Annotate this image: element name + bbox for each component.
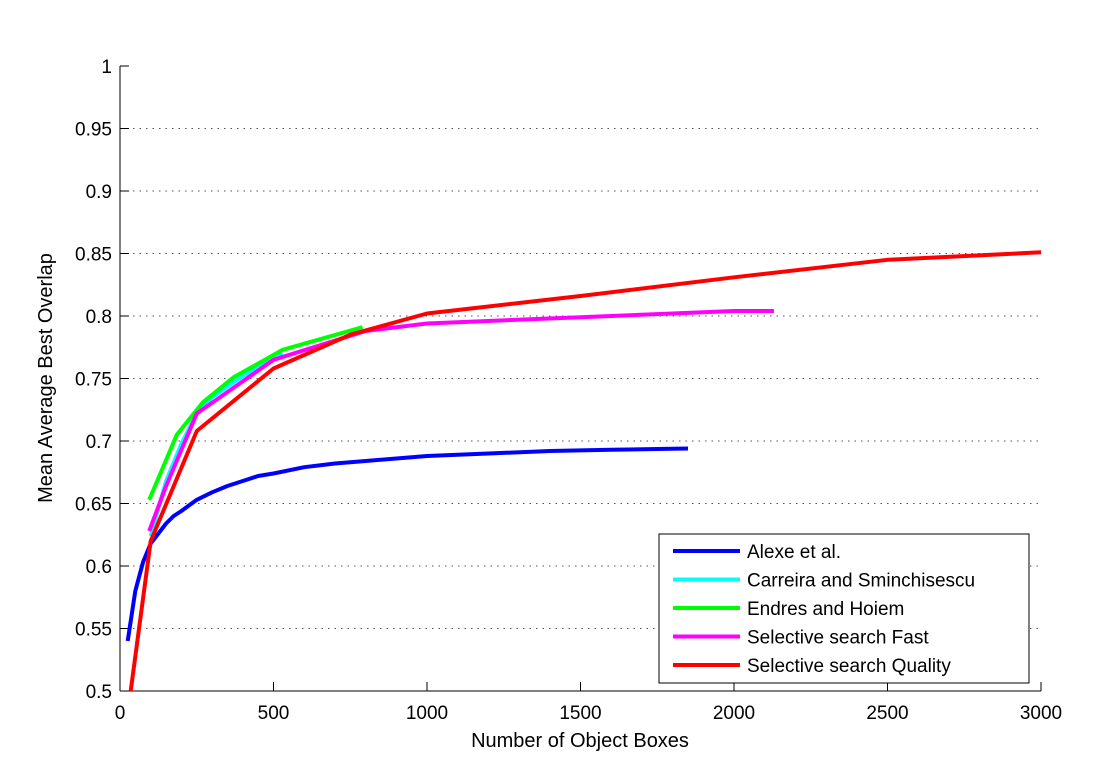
x-tick-label: 2000 xyxy=(713,703,755,724)
y-tick-label: 0.65 xyxy=(75,495,112,516)
y-tick-label: 0.55 xyxy=(75,620,112,641)
x-tick-label: 3000 xyxy=(1020,703,1062,724)
y-tick-label: 0.7 xyxy=(86,432,112,453)
series-line-5 xyxy=(128,250,1042,692)
y-tick-label: 1 xyxy=(101,57,112,78)
legend-label: Carreira and Sminchisescu xyxy=(747,571,975,592)
series-lines xyxy=(125,250,1042,692)
y-axis-title: Mean Average Best Overlap xyxy=(35,253,57,503)
x-tick-label: 2500 xyxy=(866,703,908,724)
series-line-3 xyxy=(147,325,364,501)
x-tick-label: 1000 xyxy=(406,703,448,724)
legend-label: Endres and Hoiem xyxy=(747,599,904,620)
legend-label: Selective search Quality xyxy=(747,656,951,677)
y-tick-label: 0.85 xyxy=(75,245,112,266)
series-line-4 xyxy=(147,309,774,532)
x-tick-label: 0 xyxy=(115,703,126,724)
ticks: 0.5 0.55 0.6 0.65 0.7 0.75 0.8 0.85 0.9 0.95 1 0 500… xyxy=(75,57,1062,724)
y-tick-label: 0.9 xyxy=(86,182,112,203)
legend: Alexe et al. Carreira and Sminchisescu End… xyxy=(658,533,1030,684)
y-tick-label: 0.75 xyxy=(75,370,112,391)
x-axis-title: Number of Object Boxes xyxy=(471,730,689,752)
series-line-1 xyxy=(125,446,689,642)
legend-label: Selective search Fast xyxy=(747,628,929,649)
x-tick-label: 500 xyxy=(258,703,290,724)
y-tick-label: 0.95 xyxy=(75,120,112,141)
x-tick-label: 1500 xyxy=(559,703,601,724)
y-tick-label: 0.5 xyxy=(86,682,112,703)
y-tick-label: 0.6 xyxy=(86,557,112,578)
legend-label: Alexe et al. xyxy=(747,542,841,563)
y-tick-label: 0.8 xyxy=(86,307,112,328)
